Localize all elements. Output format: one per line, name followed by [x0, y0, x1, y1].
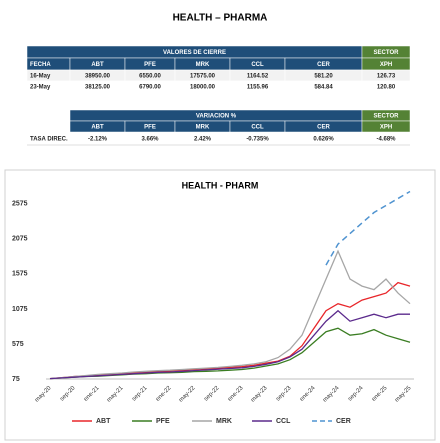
series-line [49, 249, 411, 380]
legend-label: CCL [276, 418, 291, 425]
table-cell: 6790.00 [139, 85, 161, 91]
x-tick-label: sep-23 [275, 385, 293, 403]
table-cell: 581.20 [314, 74, 333, 80]
series-line [325, 190, 411, 266]
table-cell: -2.12% [88, 137, 108, 143]
column-header: XPH [380, 125, 392, 131]
y-tick-label: 1575 [12, 271, 28, 278]
table-cell: 120.80 [377, 85, 396, 91]
y-tick-label: 2575 [12, 201, 28, 208]
chart-title: HEALTH - PHARM [182, 180, 259, 190]
x-tick-label: may-21 [106, 385, 125, 404]
series-line [49, 327, 411, 380]
sector-header: SECTOR [374, 50, 400, 56]
column-header: MRK [196, 125, 210, 131]
column-header: FECHA [30, 62, 51, 68]
table-cell: 1155.96 [247, 85, 269, 91]
table-cell-bg [361, 80, 411, 93]
group-header: VALORES DE CIERRE [163, 50, 226, 56]
x-tick-label: may-23 [250, 385, 269, 404]
chart-frame [4, 169, 436, 441]
column-header: XPH [380, 62, 392, 68]
x-tick-label: ene-21 [83, 385, 101, 403]
column-header-bg [361, 120, 411, 133]
column-header: CCL [251, 125, 264, 131]
table-cell: 38125.00 [85, 85, 111, 91]
x-tick-label: sep-21 [131, 385, 149, 403]
x-tick-label: sep-24 [347, 385, 365, 403]
y-tick-label: 2075 [12, 236, 28, 243]
y-tick-label: 575 [12, 341, 24, 348]
column-header: ABT [91, 62, 104, 68]
column-header: CCL [251, 62, 264, 68]
column-header: CER [317, 62, 330, 68]
table-cell: 2.42% [194, 137, 212, 143]
y-tick-label: 75 [12, 376, 20, 383]
x-tick-label: sep-20 [59, 385, 77, 403]
table-cell: 18000.00 [190, 85, 216, 91]
legend-label: PFE [156, 418, 170, 425]
series-line [49, 281, 411, 380]
column-header: MRK [196, 62, 210, 68]
table-cell: 126.73 [377, 74, 396, 80]
column-header: PFE [144, 125, 156, 131]
x-tick-label: ene-23 [227, 385, 245, 403]
x-tick-label: ene-25 [371, 385, 389, 403]
x-tick-label: ene-24 [299, 385, 317, 403]
series-line [49, 309, 410, 380]
column-header: ABT [91, 125, 104, 131]
table-cell: -0.735% [246, 137, 269, 143]
table-cell: -4.68% [376, 137, 396, 143]
group-header: VARIACION % [196, 114, 237, 120]
x-tick-label: sep-22 [203, 385, 221, 403]
table-cell: 23-May [30, 85, 51, 91]
row-label: TASA DIREC. [30, 137, 68, 143]
y-tick-label: 1075 [12, 306, 28, 313]
table-cell: 1164.52 [247, 74, 269, 80]
x-tick-label: may-22 [178, 385, 197, 404]
sector-header: SECTOR [374, 114, 400, 120]
legend-label: MRK [216, 418, 232, 425]
x-tick-label: may-25 [394, 385, 413, 404]
column-header: CER [317, 125, 330, 131]
table-cell: 3.66% [141, 137, 159, 143]
table-cell: 584.84 [314, 85, 333, 91]
table-cell: 16-May [30, 74, 51, 80]
column-header: PFE [144, 62, 156, 68]
legend-label: CER [336, 418, 351, 425]
x-tick-label: may-24 [322, 385, 341, 404]
x-tick-label: may-20 [34, 385, 53, 404]
page-title: HEALTH – PHARMA [173, 13, 268, 24]
table-cell: 0.626% [313, 137, 334, 143]
table-cell: 38950.00 [85, 74, 111, 80]
x-tick-label: ene-22 [155, 385, 173, 403]
legend-label: ABT [96, 418, 111, 425]
table-cell: 6550.00 [139, 74, 161, 80]
table-cell: 17575.00 [190, 74, 216, 80]
